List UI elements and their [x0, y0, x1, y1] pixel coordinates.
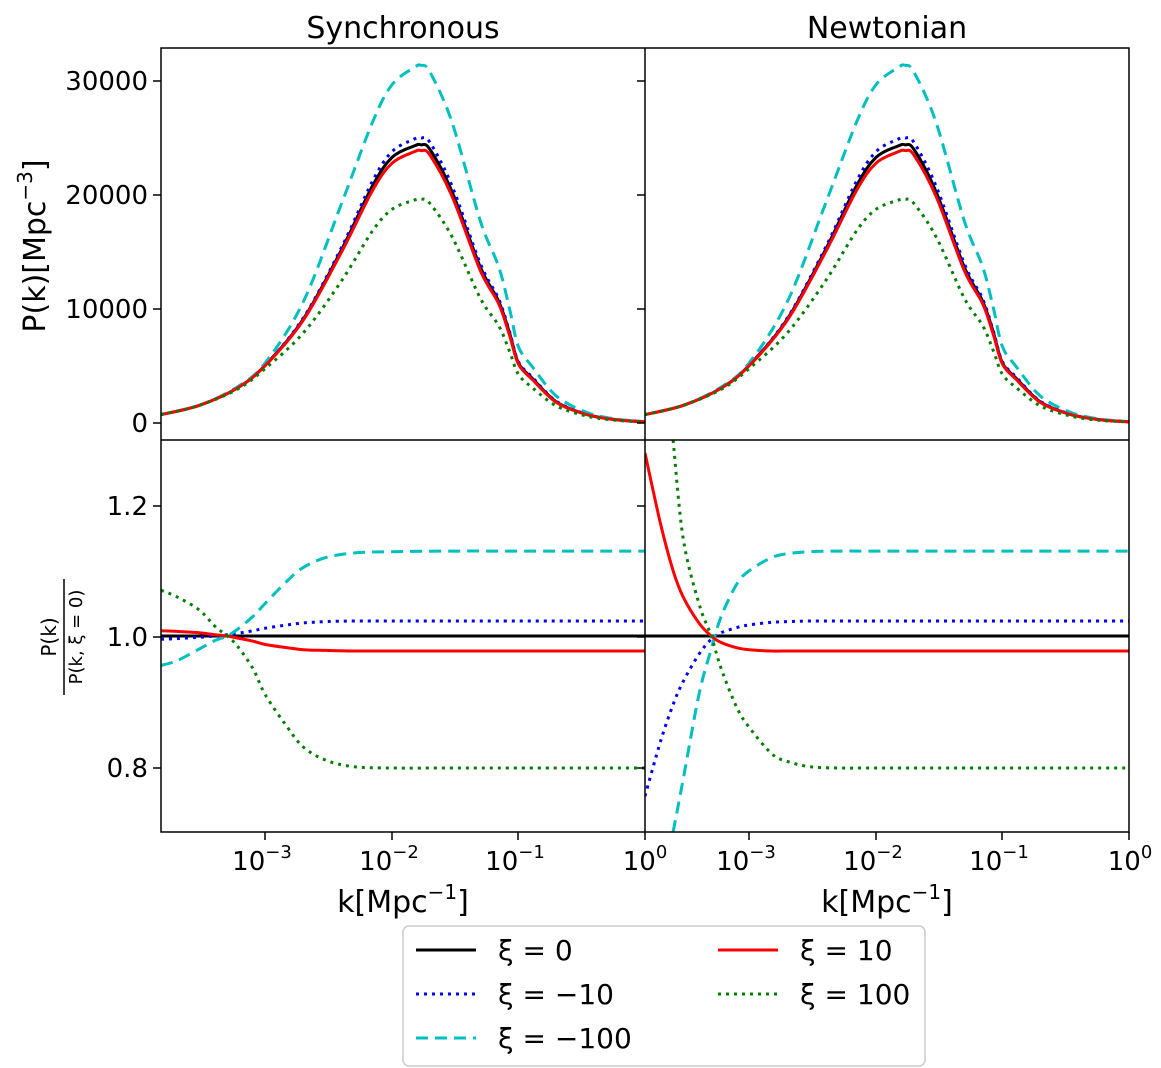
legend-label: ξ = 0	[498, 934, 573, 967]
series-line-100	[161, 588, 645, 770]
series-line-10	[645, 135, 1129, 424]
bottom-y-axis: 0.8 1.0 1.2	[107, 492, 645, 784]
legend-label: ξ = −100	[498, 1022, 632, 1055]
series-line-100	[645, 197, 1129, 424]
legend-item-100: ξ = 100	[718, 978, 910, 1011]
legend-item-10: ξ = 10	[718, 934, 893, 967]
synchronous-title: Synchronous	[306, 11, 499, 46]
legend-item-0: ξ = 0	[416, 934, 573, 967]
x-tick-label: 10−2	[843, 842, 903, 877]
legend: ξ = 0 ξ = −10 ξ = −100 ξ = 10 ξ = 100	[402, 925, 926, 1067]
y-tick-label: 1.0	[107, 623, 148, 653]
synchronous-ratio-panel	[161, 549, 645, 770]
series-line-100	[671, 440, 1129, 770]
legend-item-100: ξ = −100	[416, 1022, 632, 1055]
ratio-numerator: P(k)	[37, 617, 61, 656]
legend-label: ξ = 100	[800, 978, 910, 1011]
x-tick-label: 100	[1108, 842, 1153, 877]
series-line-100	[161, 63, 645, 424]
series-line-10	[161, 148, 645, 424]
series-line-100	[161, 197, 645, 424]
top-y-axis: 0 10000 20000 30000	[65, 67, 645, 439]
series-line-10	[645, 148, 1129, 424]
x-axis-label-synchronous: k[Mpc−1]	[337, 880, 469, 920]
x-tick-label: 10−1	[969, 842, 1029, 877]
series-line-10	[645, 452, 1129, 653]
series-line-10	[161, 135, 645, 424]
series-line-10	[645, 619, 1129, 797]
series-line-0	[645, 142, 1129, 424]
newtonian-title: Newtonian	[807, 11, 967, 46]
newtonian-power-panel	[645, 63, 1129, 424]
series-line-100	[161, 549, 645, 667]
series-line-0	[161, 142, 645, 424]
legend-box	[402, 925, 926, 1067]
x-axis-label-newtonian: k[Mpc−1]	[821, 880, 953, 920]
newtonian-ratio-panel	[645, 440, 1129, 832]
y-tick-label: 0.8	[107, 754, 148, 784]
x-tick-label: 10−1	[485, 842, 545, 877]
ratio-denominator: P(k, ξ = 0)	[66, 590, 87, 685]
x-axis: 10−3 10−2 10−1 100 10−3 10−2 10−1 100	[232, 832, 1152, 877]
x-tick-label: 10−3	[232, 842, 292, 877]
synchronous-power-panel	[161, 63, 645, 424]
x-tick-label: 100	[623, 842, 668, 877]
y-tick-label: 30000	[65, 67, 148, 97]
series-line-100	[671, 549, 1129, 832]
y-tick-label: 10000	[65, 295, 148, 325]
y-tick-label: 1.2	[107, 492, 148, 522]
series-line-10	[161, 629, 645, 653]
series-line-100	[645, 63, 1129, 424]
y-tick-label: 20000	[65, 181, 148, 211]
legend-item-10: ξ = −10	[416, 978, 614, 1011]
x-tick-label: 10−2	[359, 842, 419, 877]
top-y-axis-label: P(k)[Mpc−3]	[13, 159, 53, 332]
legend-label: ξ = 10	[800, 934, 893, 967]
x-tick-label: 10−3	[716, 842, 776, 877]
series-line-10	[161, 619, 645, 641]
bottom-y-axis-label: P(k) P(k, ξ = 0)	[37, 579, 87, 695]
y-tick-label: 0	[131, 409, 148, 439]
legend-label: ξ = −10	[498, 978, 614, 1011]
